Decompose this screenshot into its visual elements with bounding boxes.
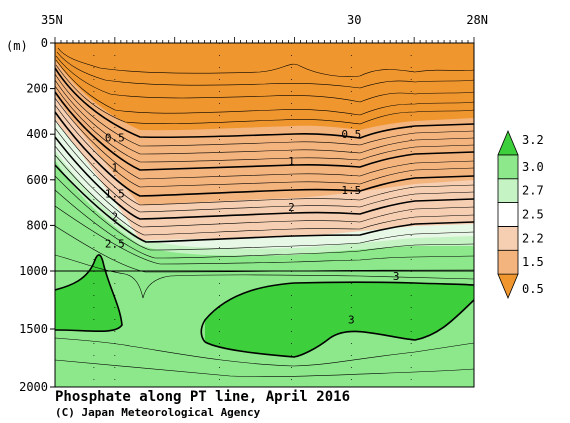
contour-thin-3: [55, 55, 474, 103]
colorbar-segment: [497, 154, 519, 180]
filled-contours: [55, 43, 474, 387]
contour-label: 1: [112, 161, 119, 174]
contour-label: 0.5: [105, 132, 125, 145]
y-tick-label: 400: [26, 127, 48, 141]
contour-thin-19: [55, 254, 474, 299]
colorbar-segment: [497, 249, 519, 275]
x-minor-ticks: [54, 37, 475, 43]
contour-thin-16: [55, 189, 474, 259]
contour-label: 1: [288, 155, 295, 168]
contour-label: 3: [393, 270, 400, 283]
chart-title: Phosphate along PT line, April 2016: [55, 389, 351, 405]
contour-thin-12: [55, 127, 474, 213]
y-tick-label: 1000: [19, 264, 48, 278]
contour-label: 2: [112, 210, 119, 223]
contour-2.5: [55, 164, 474, 243]
contour-label: 3: [348, 314, 355, 327]
contour-thin-4: [55, 59, 474, 116]
colorbar-label: 3.2: [522, 133, 544, 147]
x-axis: 35N 30 28N: [41, 13, 488, 27]
contour-lines: [55, 47, 474, 377]
colorbar-segment: [497, 226, 519, 251]
x-tick-label: 28N: [466, 13, 488, 27]
contour-labels: 0.5 0.5 1 1 1.5 1.5 2 2 2.5 3 3: [105, 128, 400, 327]
colorbar-label: 2.2: [522, 231, 544, 245]
contour-thin-9: [55, 97, 474, 180]
contour-3-right: [200, 281, 474, 358]
contour-label: 1.5: [105, 187, 125, 200]
contour-3-left: [55, 254, 123, 333]
colorbar-label: 1.5: [522, 255, 544, 269]
y-tick-label: 1500: [19, 322, 48, 336]
y-tick-label: 600: [26, 173, 48, 187]
y-tick-label: 200: [26, 82, 48, 96]
colorbar-segment: [497, 273, 519, 300]
colorbar-label: 2.7: [522, 184, 544, 198]
contour-thin-10: [55, 104, 474, 188]
colorbar-segment: [497, 129, 519, 156]
colorbar-segment: [497, 202, 519, 227]
contour-thin-18: [55, 225, 474, 273]
colorbar-label: 2.5: [522, 208, 544, 222]
contour-thin-2: [56, 51, 474, 89]
contour-thin-1: [57, 47, 474, 77]
contour-label: 0.5: [341, 128, 361, 141]
y-tick-label: 0: [41, 36, 48, 50]
colorbar-label: 0.5: [522, 282, 544, 296]
contour-thin-14: [55, 154, 474, 236]
contour-thin-6: [55, 73, 474, 147]
y-tick-label: 800: [26, 218, 48, 232]
contour-1.5: [55, 111, 474, 197]
y-axis-unit-label: (m): [6, 39, 28, 53]
contour-label: 2.5: [105, 238, 125, 251]
colorbar-label: 3.0: [522, 160, 544, 174]
fill-band-0.5: [55, 43, 474, 131]
y-tick-label: 2000: [19, 380, 48, 394]
contour-label: 2: [288, 201, 295, 214]
contour-thin-15: [55, 175, 474, 251]
chart-credit: (C) Japan Meteorological Agency: [55, 406, 261, 419]
contour-thin-11: [55, 119, 474, 206]
fill-band-3.0-left: [55, 254, 122, 332]
y-axis: 0 200 400 600 800 1000 1500 2000: [19, 36, 55, 394]
contour-2: [55, 136, 474, 220]
x-tick-label: 30: [347, 13, 361, 27]
colorbar: 0.5 1.5 2.2 2.5 2.7 3.0 3.2: [497, 129, 544, 300]
colorbar-segment: [497, 178, 519, 203]
contour-thin-5: [55, 64, 474, 125]
contour-0.5: [55, 67, 474, 139]
contour-thin-7: [55, 79, 474, 155]
x-tick-label: 35N: [41, 13, 63, 27]
contour-label: 1.5: [341, 184, 361, 197]
contour-thin-8: [55, 85, 474, 163]
contour-thin-17: [55, 205, 474, 265]
contour-thin-21: [55, 359, 474, 377]
contour-thin-20: [55, 337, 474, 367]
contour-thin-13: [55, 145, 474, 228]
contour-1: [55, 91, 474, 171]
